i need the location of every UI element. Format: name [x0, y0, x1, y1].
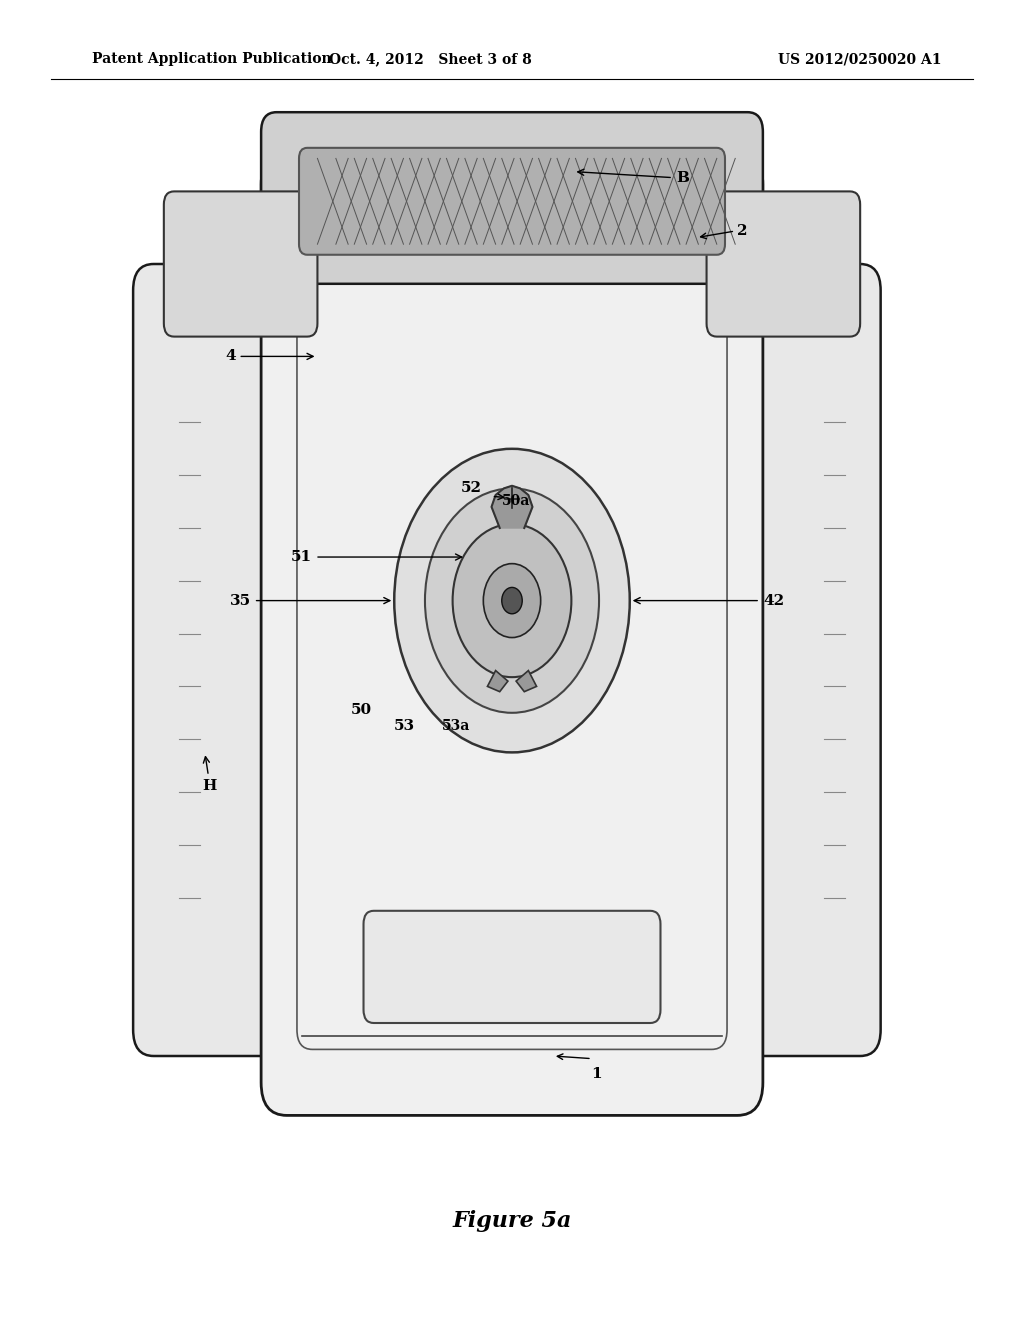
Text: 2: 2 [737, 224, 748, 238]
FancyBboxPatch shape [691, 264, 881, 1056]
Text: 35: 35 [229, 594, 390, 607]
Text: 53a: 53a [441, 719, 470, 734]
FancyBboxPatch shape [707, 191, 860, 337]
Text: B: B [578, 169, 689, 185]
FancyBboxPatch shape [261, 152, 763, 1115]
Text: Patent Application Publication: Patent Application Publication [92, 53, 332, 66]
Text: 4: 4 [225, 350, 313, 363]
Text: 42: 42 [634, 594, 784, 607]
Circle shape [425, 488, 599, 713]
Text: 51: 51 [291, 550, 462, 564]
Circle shape [502, 587, 522, 614]
Circle shape [453, 524, 571, 677]
Text: 52: 52 [461, 480, 481, 495]
FancyBboxPatch shape [364, 911, 660, 1023]
Polygon shape [492, 486, 532, 528]
Polygon shape [487, 671, 508, 692]
Text: 53: 53 [394, 719, 415, 734]
Circle shape [394, 449, 630, 752]
Text: 50: 50 [350, 704, 372, 717]
Text: US 2012/0250020 A1: US 2012/0250020 A1 [778, 53, 942, 66]
Polygon shape [516, 671, 537, 692]
FancyBboxPatch shape [299, 148, 725, 255]
Circle shape [483, 564, 541, 638]
Text: Oct. 4, 2012   Sheet 3 of 8: Oct. 4, 2012 Sheet 3 of 8 [329, 53, 531, 66]
Text: 50a: 50a [502, 494, 530, 508]
Text: Figure 5a: Figure 5a [453, 1210, 571, 1232]
FancyBboxPatch shape [261, 112, 763, 284]
FancyBboxPatch shape [164, 191, 317, 337]
FancyBboxPatch shape [133, 264, 323, 1056]
Text: H: H [203, 756, 217, 793]
Text: 1: 1 [592, 1067, 602, 1081]
